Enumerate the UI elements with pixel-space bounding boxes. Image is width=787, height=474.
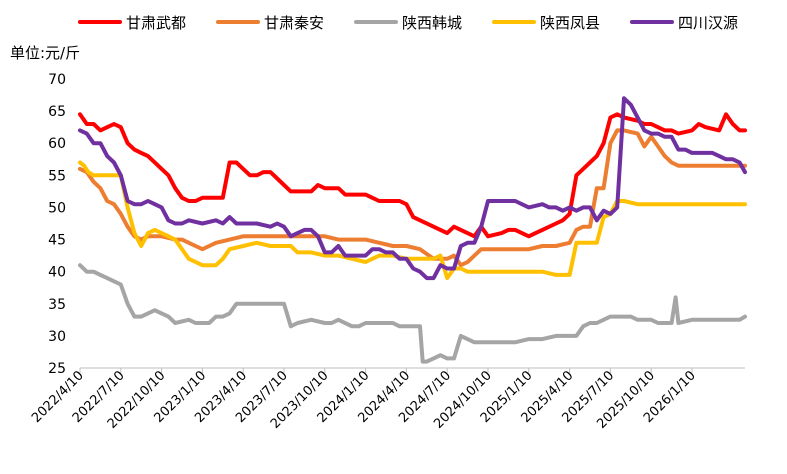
y-axis-unit-label: 单位:元/斤: [10, 44, 80, 62]
legend-label: 甘肃秦安: [264, 14, 324, 32]
legend-label: 陕西韩城: [402, 14, 462, 32]
series-line-5: [78, 96, 747, 281]
y-tick-label: 55: [48, 168, 66, 184]
series-line-4: [78, 160, 747, 281]
legend-label: 甘肃武都: [126, 14, 186, 32]
y-tick-label: 45: [48, 233, 66, 249]
x-axis: 2022/4/102022/7/102022/10/102023/1/10202…: [29, 367, 745, 432]
legend: 甘肃武都 甘肃秦安 陕西韩城 陕西凤县 四川汉源: [78, 14, 738, 32]
y-axis: 25 30 35 40 45 50 55 60 65 70: [48, 72, 66, 377]
series-line-3: [78, 263, 747, 364]
y-tick-label: 35: [48, 297, 66, 313]
y-tick-label: 25: [48, 361, 66, 377]
y-tick-label: 65: [48, 104, 66, 120]
y-tick-label: 30: [48, 329, 66, 345]
y-tick-label: 50: [48, 200, 66, 216]
y-tick-label: 70: [48, 72, 66, 88]
legend-label: 陕西凤县: [540, 14, 600, 32]
series-group: [78, 96, 747, 364]
y-tick-label: 40: [48, 265, 66, 281]
legend-label: 四川汉源: [678, 14, 738, 32]
y-tick-label: 60: [48, 136, 66, 152]
series-line-1: [78, 112, 747, 239]
